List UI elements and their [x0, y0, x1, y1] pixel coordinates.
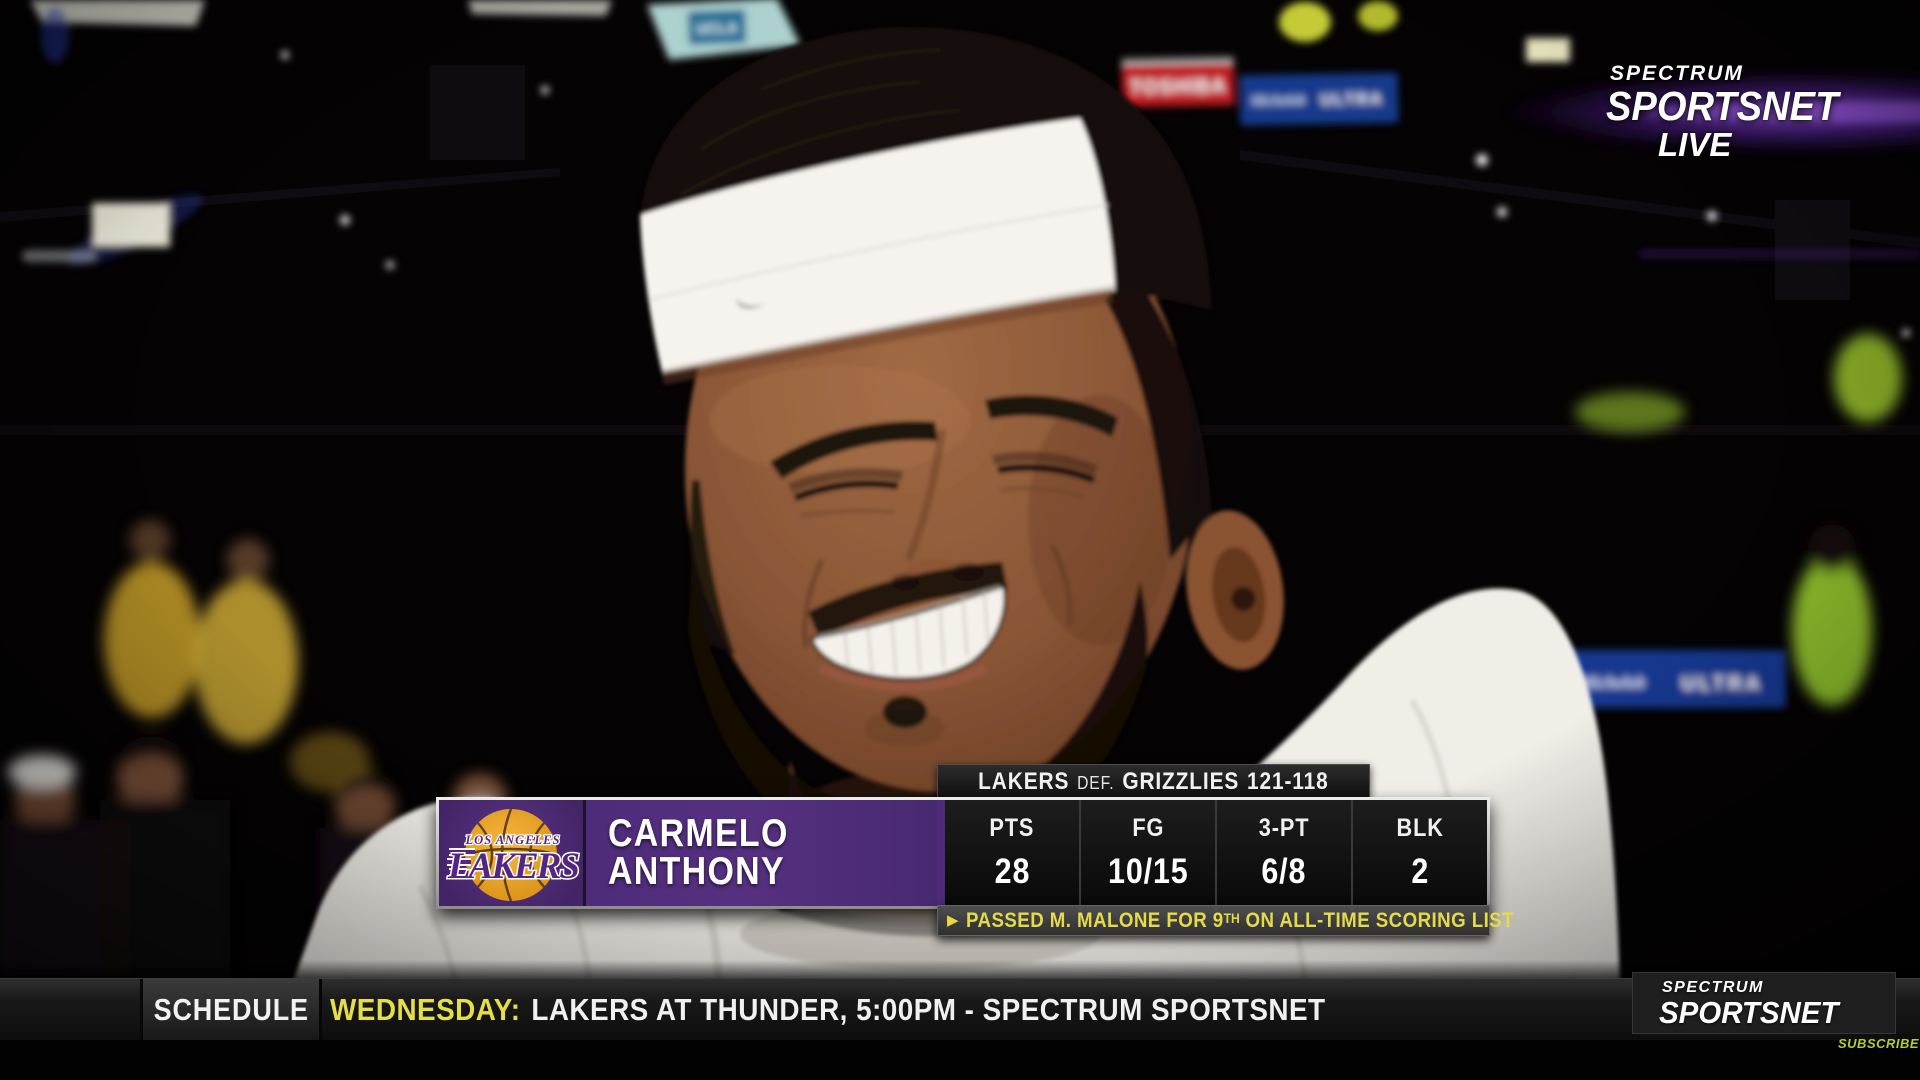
result-verb: DEF.	[1077, 772, 1115, 793]
live-badge-brand: SPORTSNET	[1606, 83, 1839, 129]
player-first-name: CARMELO	[608, 812, 789, 856]
milestone-ordinal: TH	[1223, 910, 1240, 926]
schedule-label-box: SCHEDULE	[140, 979, 322, 1041]
player-stat-bar: LOS ANGELES LAKERS CARMELO ANTHONY PTS 2…	[436, 797, 1490, 909]
milestone-banner: ▶ PASSED M. MALONE FOR 9TH ON ALL-TIME S…	[937, 905, 1513, 936]
stat-cell-pts: PTS 28	[945, 800, 1079, 906]
stat-value: 2	[1411, 851, 1429, 891]
corner-brand-name: SPORTSNET	[1659, 994, 1839, 1030]
milestone-arrow-icon: ▶	[947, 912, 959, 929]
schedule-label: SCHEDULE	[153, 992, 309, 1027]
milestone-text-suffix: ON ALL-TIME SCORING LIST	[1239, 908, 1514, 932]
result-winner: LAKERS	[978, 767, 1070, 795]
lakers-logo-city-text: LOS ANGELES	[465, 833, 561, 847]
corner-brand-network: SPECTRUM	[1662, 978, 1764, 996]
result-loser: GRIZZLIES	[1122, 767, 1240, 795]
lakers-logo: LOS ANGELES LAKERS	[446, 809, 583, 901]
stat-value: 6/8	[1261, 851, 1307, 891]
schedule-message: LAKERS AT THUNDER, 5:00PM - SPECTRUM SPO…	[531, 992, 1326, 1027]
letterbox-bottom	[0, 1040, 1920, 1080]
stat-label: PTS	[989, 814, 1035, 843]
stat-label: FG	[1132, 814, 1164, 843]
plate-divider	[583, 800, 586, 906]
schedule-ticker: SCHEDULE WEDNESDAY: LAKERS AT THUNDER, 5:…	[0, 978, 1920, 1041]
stat-cell-3pt: 3-PT 6/8	[1215, 800, 1351, 906]
live-indicator: LIVE	[1658, 125, 1732, 163]
lower-third: LAKERS DEF. GRIZZLIES 121-118	[436, 764, 1536, 964]
result-score: 121-118	[1247, 767, 1329, 795]
stat-cell-fg: FG 10/15	[1079, 800, 1215, 906]
schedule-line: WEDNESDAY: LAKERS AT THUNDER, 5:00PM - SP…	[330, 979, 1436, 1041]
team-logo-box: LOS ANGELES LAKERS	[439, 800, 583, 906]
stats-table: PTS 28 FG 10/15 3-PT 6/8 BLK 2	[945, 800, 1487, 906]
stat-accent-strip	[937, 800, 945, 906]
stat-label: 3-PT	[1258, 814, 1310, 843]
player-name-plate: CARMELO ANTHONY	[586, 800, 937, 906]
stat-cell-blk: BLK 2	[1351, 800, 1487, 906]
stat-value: 28	[994, 851, 1030, 891]
stat-value: 10/15	[1107, 851, 1189, 891]
subscribe-watermark: SUBSCRIBE	[1838, 1036, 1920, 1051]
live-badge: SPECTRUM SPORTSNET LIVE	[1606, 62, 1866, 162]
lakers-logo-name-text: LAKERS	[447, 846, 579, 887]
live-badge-network: SPECTRUM	[1610, 62, 1744, 85]
schedule-day: WEDNESDAY:	[330, 992, 521, 1027]
player-last-name: ANTHONY	[608, 850, 785, 893]
stat-label: BLK	[1396, 814, 1444, 843]
ticker-shadow	[0, 960, 1920, 978]
game-result-banner: LAKERS DEF. GRIZZLIES 121-118	[937, 764, 1370, 799]
corner-brand-box: SPECTRUM SPORTSNET	[1632, 972, 1896, 1034]
milestone-text: PASSED M. MALONE FOR 9	[965, 908, 1224, 932]
